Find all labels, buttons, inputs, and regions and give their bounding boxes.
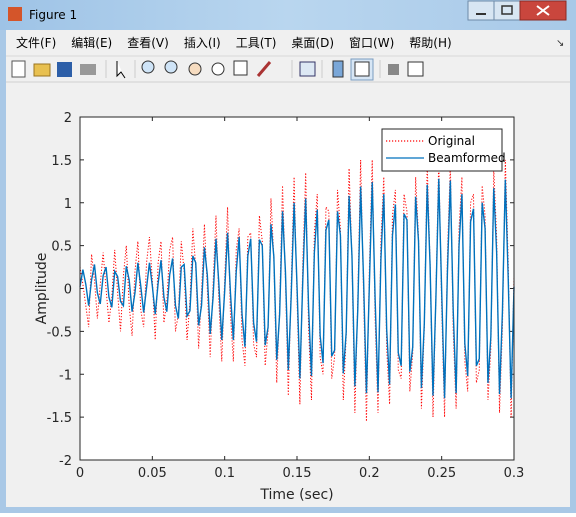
x-tick-label: 0.15 — [283, 466, 312, 481]
menu-bar: 文件(F) 编辑(E) 查看(V) 插入(I) 工具(T) 桌面(D) 窗口(W) 帮助(H) — [16, 35, 452, 50]
y-tick-label: -2 — [59, 454, 72, 469]
x-tick-label: 0.1 — [214, 466, 235, 481]
x-tick-label: 0.2 — [359, 466, 380, 481]
rotate-icon[interactable] — [211, 62, 225, 76]
open-icon[interactable] — [33, 63, 51, 77]
legend: Original Beamformed — [381, 128, 506, 172]
menu-item[interactable]: 窗口(W) — [349, 36, 394, 50]
x-tick-label: 0.05 — [138, 466, 167, 481]
x-tick-label: 0 — [76, 466, 84, 481]
axes: 0 0.05 0.1 0.15 0.2 0.25 0.3 -2 -1.5 -1 -0.5 0 0.5 1 1… — [34, 111, 524, 503]
y-tick-label: 0.5 — [51, 240, 72, 255]
new-icon[interactable] — [11, 60, 26, 78]
y-tick-label: -1 — [59, 368, 72, 383]
window-controls — [467, 0, 567, 21]
zoom-out-icon[interactable] — [164, 60, 178, 74]
pan-icon[interactable] — [188, 62, 202, 76]
y-tick-label: 2 — [64, 111, 72, 126]
y-axis-label: Amplitude — [34, 253, 50, 325]
y-tick-label: 0 — [64, 283, 72, 298]
y-tick-label: 1.5 — [51, 154, 72, 169]
pointer-icon[interactable] — [116, 61, 126, 79]
legend-box — [381, 128, 503, 172]
app-icon — [8, 7, 22, 21]
x-axis-label: Time (sec) — [259, 487, 333, 503]
menu-item[interactable]: 编辑(E) — [71, 35, 112, 50]
colorbar-icon[interactable] — [332, 60, 344, 78]
menu-item[interactable]: 桌面(D) — [291, 36, 334, 50]
menu-item[interactable]: 文件(F) — [16, 35, 56, 50]
y-tick-label: -1.5 — [47, 411, 72, 426]
y-tick-label: 1 — [64, 197, 72, 212]
brush-icon[interactable] — [256, 61, 272, 77]
dock-arrow[interactable]: ↘ — [556, 38, 564, 49]
datacursor-icon[interactable] — [233, 60, 248, 76]
save-icon[interactable] — [57, 62, 72, 77]
axes-box — [79, 116, 515, 461]
menu-item[interactable]: 查看(V) — [127, 36, 169, 50]
series-line — [79, 178, 515, 399]
x-tick-label: 0.25 — [427, 466, 456, 481]
minimize-button[interactable] — [467, 0, 495, 21]
toolbar — [6, 55, 570, 83]
print-icon[interactable] — [80, 64, 96, 75]
maximize-button[interactable] — [493, 0, 521, 21]
y-tick-label: -0.5 — [47, 325, 72, 340]
link-icon[interactable] — [299, 61, 316, 77]
menu-item[interactable]: 帮助(H) — [409, 36, 451, 50]
legend-label: Beamformed — [428, 151, 506, 165]
menu-item[interactable]: 工具(T) — [236, 36, 277, 50]
zoom-in-icon[interactable] — [141, 60, 155, 74]
hide-tools-icon[interactable] — [388, 64, 399, 75]
show-tools-icon[interactable] — [407, 61, 424, 77]
menu-item[interactable]: 插入(I) — [184, 36, 221, 50]
legend-label: Original — [428, 134, 475, 148]
x-tick-label: 0.3 — [504, 466, 525, 481]
window-title: Figure 1 — [29, 8, 77, 22]
